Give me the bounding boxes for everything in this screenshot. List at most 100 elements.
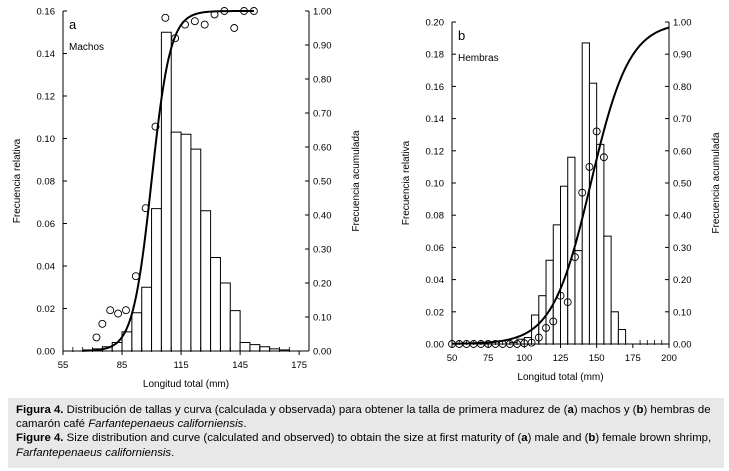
figure-caption: Figura 4. Distribución de tallas y curva… [8,398,724,468]
caption-es-label: Figura 4. [16,404,64,416]
y2-tick-label: 0.50 [313,177,332,188]
histogram-bar [259,346,271,352]
caption-en-text-1: Size distribution and curve (calculated … [63,432,522,445]
observed-point [200,20,209,29]
panel-letter: b [458,28,465,43]
y-tick-label: 0.02 [37,304,56,315]
chart-panel-b: 0.00 0.02 0.04 0.06 0.08 0.10 0.12 0.14 0.16 0.18… [401,18,722,384]
histogram-bar [603,235,612,345]
y-tick-label: 0.04 [37,262,56,273]
observed-point [122,306,130,315]
y-tick-label: 0.14 [37,49,56,60]
histogram-bar [151,208,162,352]
y-axis-title: Frecuencia relativa [12,138,23,223]
caption-es-a: a [567,404,574,416]
histogram-bar [131,312,143,352]
caption-es-text-2: ) machos y ( [573,404,637,416]
y2-tick-label: 0.50 [673,179,692,190]
observed-point [578,188,587,197]
y2-tick-label: 0.80 [673,82,692,93]
caption-en-text-3: ) female brown shrimp, [595,432,712,445]
observed-point [542,323,550,332]
caption-es-b: b [636,404,644,416]
histogram-bar [219,282,231,352]
y-tick-label: 0.00 [37,347,56,358]
x-tick-label: 125 [553,353,569,364]
y2-tick-label: 0.70 [673,114,692,125]
x-tick-label: 175 [625,353,641,364]
observed-point [571,253,579,262]
x-tick-label: 200 [661,353,677,364]
x-tick-label: 175 [291,360,307,371]
y-tick-label: 0.06 [37,219,56,230]
y-tick-label: 0.16 [37,7,56,18]
observed-point [98,319,107,328]
histogram-bar [210,257,221,352]
y-tick-label: 0.12 [37,92,56,103]
observed-point [240,7,249,15]
y-tick-label: 0.20 [426,18,445,29]
y-tick-label: 0.08 [426,211,445,222]
y2-tick-label: 1.00 [313,7,332,18]
y2-tick-label: 1.00 [673,18,692,29]
observed-point [210,10,219,19]
histogram-bar [200,210,212,352]
panel-label: Hembras [458,53,499,64]
observed-point [171,34,180,43]
x-tick-label: 100 [516,353,532,364]
histogram-bar [560,185,569,345]
y2-tick-label: 0.30 [313,245,332,256]
y-tick-label: 0.10 [426,179,445,190]
observed-point [92,333,101,342]
panel-letter: a [69,17,77,32]
observed-point [114,309,123,318]
x-tick-label: 85 [117,360,128,371]
y-tick-label: 0.10 [37,134,56,145]
observed-point [161,13,170,22]
y-tick-label: 0.18 [426,50,445,61]
x-tick-label: 55 [58,360,69,371]
observed-point [563,298,572,307]
fitted-maturity-curve [82,10,254,352]
y-tick-label: 0.14 [426,114,445,125]
histogram-bar [596,143,605,345]
caption-en-end: . [171,446,175,459]
caption-en-a: a [521,432,528,445]
observed-point [534,333,543,342]
observed-point [131,272,140,281]
y2-tick-label: 0.90 [313,41,332,52]
caption-es-text-3: ) hembras de [643,404,711,416]
histogram-bar [170,131,182,352]
histogram-bar [229,310,241,352]
observed-point [230,24,239,32]
y-axis-title: Frecuencia relativa [401,140,412,225]
caption-en-line-1: Figure 4. Size distribution and curve (c… [16,431,718,445]
caption-es-species: Farfantepenaeus californiensis [88,418,244,431]
caption-es-text-1: Distribución de tallas y curva (calculad… [63,404,568,416]
panel-label: Machos [69,42,104,53]
y-tick-label: 0.00 [426,340,445,351]
y-tick-label: 0.16 [426,82,445,93]
y2-tick-label: 0.40 [673,211,692,222]
figure-charts: 0.00 0.02 0.04 0.06 0.08 0.10 0.12 0.14 0.16 0.00… [12,7,722,391]
caption-es-text-4: camarón café [16,418,89,431]
y-tick-label: 0.04 [426,275,445,286]
observed-point [592,127,601,136]
histogram-bar [249,344,261,352]
caption-en-line-2: Farfantepenaeus californiensis. [16,446,718,460]
y2-tick-label: 0.20 [673,275,692,286]
y2-tick-label: 0.20 [313,279,332,290]
observed-point [549,317,558,326]
x-axis-title: Longitud total (mm) [517,372,603,383]
x-tick-label: 150 [589,353,605,364]
fitted-maturity-curve [451,26,670,345]
histogram-bar [574,250,583,345]
y2-axis-title: Frecuencia acumulada [711,132,722,234]
observed-point [585,162,594,171]
observed-point [249,7,258,15]
y2-tick-label: 0.30 [673,243,692,254]
y2-tick-label: 0.80 [313,75,332,86]
observed-point [220,7,229,15]
chart-panel-a: 0.00 0.02 0.04 0.06 0.08 0.10 0.12 0.14 0.16 0.00… [12,7,362,391]
caption-en-label: Figure 4. [16,432,64,445]
